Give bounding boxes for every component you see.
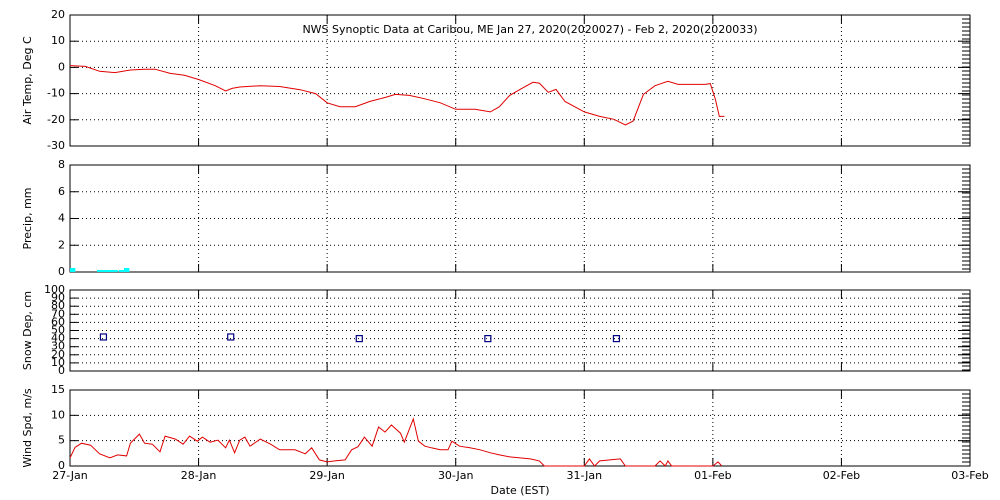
y-tick-label: 60 bbox=[51, 315, 65, 328]
bar bbox=[124, 267, 130, 272]
y-tick-label: 100 bbox=[44, 283, 65, 296]
plot-frame bbox=[69, 164, 971, 273]
chart-title: NWS Synoptic Data at Caribou, ME Jan 27,… bbox=[302, 23, 757, 36]
y-tick-label: 0 bbox=[58, 364, 65, 377]
x-tick-label: 28-Jan bbox=[181, 469, 217, 482]
y-tick-label: -20 bbox=[47, 113, 65, 126]
bar bbox=[70, 267, 76, 272]
point bbox=[484, 335, 492, 343]
data-line bbox=[69, 417, 723, 467]
y-tick-label: 90 bbox=[51, 291, 65, 304]
y-tick-label: 0 bbox=[58, 459, 65, 472]
y-tick-label: 15 bbox=[51, 383, 65, 396]
y-tick-label: 30 bbox=[51, 340, 65, 353]
x-tick-label: 27-Jan bbox=[52, 469, 88, 482]
y-tick-label: 0 bbox=[58, 265, 65, 278]
y-tick-label: 2 bbox=[58, 238, 65, 251]
y-tick-label: 0 bbox=[58, 60, 65, 73]
y-tick-label: 8 bbox=[58, 158, 65, 171]
y-tick-label: 4 bbox=[58, 212, 65, 225]
bar bbox=[112, 269, 118, 272]
x-tick-label: 01-Feb bbox=[694, 469, 731, 482]
point bbox=[99, 333, 108, 341]
bar bbox=[107, 269, 113, 272]
y-tick-label: 20 bbox=[51, 8, 65, 21]
y-tick-label: 5 bbox=[58, 434, 65, 447]
x-tick-label: 30-Jan bbox=[438, 469, 474, 482]
point bbox=[612, 335, 621, 343]
y-tick-label: -30 bbox=[47, 139, 65, 152]
y-tick-label: 10 bbox=[51, 34, 65, 47]
y-axis-label: Precip, mm bbox=[21, 188, 34, 250]
y-axis-label: Wind Spd, m/s bbox=[21, 388, 34, 468]
y-tick-label: 50 bbox=[51, 324, 65, 337]
bar bbox=[102, 269, 108, 272]
y-tick-label: 40 bbox=[51, 332, 65, 345]
x-axis-label: Date (EST) bbox=[490, 484, 549, 497]
x-tick-label: 03-Feb bbox=[951, 469, 988, 482]
plot-frame bbox=[69, 389, 971, 467]
x-tick-label: 02-Feb bbox=[823, 469, 860, 482]
point bbox=[227, 333, 235, 341]
y-tick-label: 10 bbox=[51, 408, 65, 421]
y-axis-label: Snow Dep, cm bbox=[21, 291, 34, 370]
y-axis-label: Air Temp, Deg C bbox=[21, 36, 34, 125]
bar bbox=[118, 269, 125, 272]
x-tick-label: 29-Jan bbox=[309, 469, 345, 482]
plot-frame bbox=[69, 14, 971, 147]
bar bbox=[97, 269, 103, 272]
x-tick-label: 31-Jan bbox=[567, 469, 603, 482]
plot-frame bbox=[69, 289, 971, 372]
y-tick-label: 10 bbox=[51, 356, 65, 369]
y-tick-label: 6 bbox=[58, 185, 65, 198]
point bbox=[355, 335, 363, 343]
y-tick-label: 80 bbox=[51, 299, 65, 312]
data-line bbox=[69, 65, 725, 126]
y-tick-label: 70 bbox=[51, 307, 65, 320]
y-tick-label: -10 bbox=[47, 87, 65, 100]
y-tick-label: 20 bbox=[51, 348, 65, 361]
